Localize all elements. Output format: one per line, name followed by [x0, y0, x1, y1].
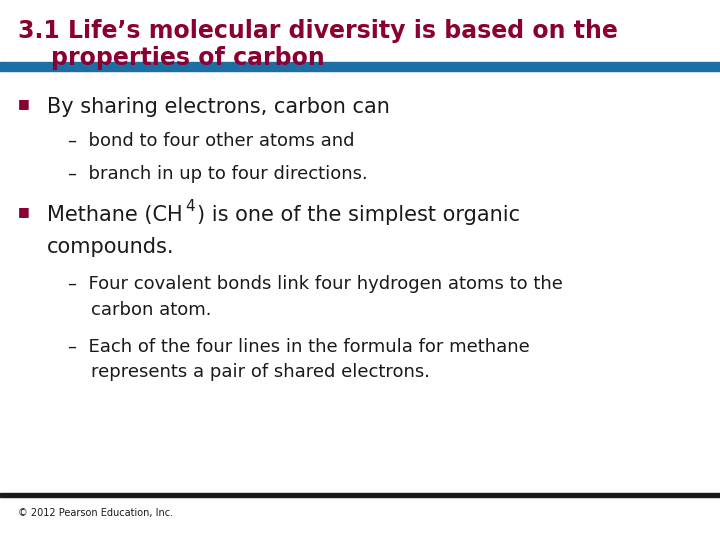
Text: 3.1 Life’s molecular diversity is based on the: 3.1 Life’s molecular diversity is based …: [18, 19, 618, 43]
Text: properties of carbon: properties of carbon: [18, 46, 325, 70]
Text: Methane (CH: Methane (CH: [47, 205, 182, 225]
Bar: [0, 62, 720, 71]
Text: ) is one of the simplest organic: ) is one of the simplest organic: [197, 205, 520, 225]
Text: represents a pair of shared electrons.: represents a pair of shared electrons.: [68, 363, 431, 381]
Bar: [0, 493, 720, 497]
Text: ■: ■: [18, 205, 30, 218]
Text: –  branch in up to four directions.: – branch in up to four directions.: [68, 165, 368, 183]
Text: –  Four covalent bonds link four hydrogen atoms to the: – Four covalent bonds link four hydrogen…: [68, 275, 563, 293]
Text: –  bond to four other atoms and: – bond to four other atoms and: [68, 132, 355, 150]
Text: ■: ■: [18, 97, 30, 110]
Text: compounds.: compounds.: [47, 237, 174, 256]
Text: 4: 4: [185, 199, 194, 214]
Text: By sharing electrons, carbon can: By sharing electrons, carbon can: [47, 97, 390, 117]
Text: © 2012 Pearson Education, Inc.: © 2012 Pearson Education, Inc.: [18, 508, 173, 518]
Text: carbon atom.: carbon atom.: [68, 301, 212, 319]
Text: –  Each of the four lines in the formula for methane: – Each of the four lines in the formula …: [68, 338, 530, 355]
